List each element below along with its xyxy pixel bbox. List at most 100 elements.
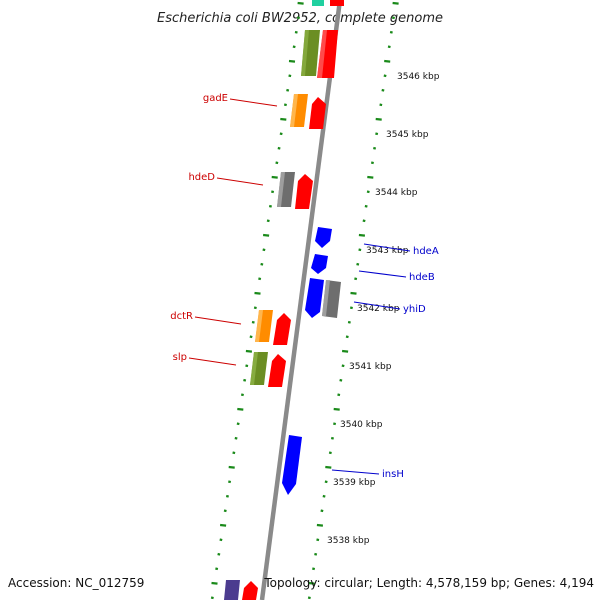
gene-label-hdeA: hdeA [413, 246, 439, 257]
tick-mark [364, 204, 368, 208]
gene-label-hdeD: hdeD [188, 172, 215, 183]
feature-yhiD-grey [322, 280, 341, 318]
tick-mark [362, 219, 366, 223]
tick-mark [367, 175, 374, 179]
tick-mark [271, 175, 278, 179]
scale-label-3543: 3543 kbp [366, 246, 409, 256]
tick-mark [245, 349, 253, 353]
tick-mark [375, 132, 379, 136]
tick-mark [389, 30, 393, 34]
tick-mark [243, 378, 247, 382]
tick-mark [341, 349, 349, 353]
feature-blocks [224, 0, 344, 600]
tick-mark [312, 567, 316, 571]
gene-label-gadE: gadE [203, 93, 228, 104]
gene-label-insH: insH [382, 469, 404, 480]
inner-tick-ring [210, 1, 304, 600]
hdeD-leader [216, 177, 264, 186]
tick-mark [358, 248, 362, 252]
tick-mark [280, 117, 287, 121]
tick-mark [379, 103, 383, 107]
tick-mark [219, 538, 223, 542]
feature-bottom-red-arrow [242, 581, 258, 600]
tick-mark [297, 1, 304, 5]
tick-mark [219, 523, 227, 527]
tick-mark [277, 146, 281, 150]
hdeB-leader [358, 270, 407, 278]
tick-mark [384, 59, 391, 63]
tick-mark [237, 407, 244, 411]
tick-mark [337, 393, 341, 397]
feature-hdeD-red-arrow [295, 174, 313, 209]
tick-mark [349, 306, 353, 310]
tick-mark [373, 146, 377, 150]
tick-mark [275, 161, 279, 165]
yhiD-leader [353, 301, 401, 310]
tick-mark [296, 16, 300, 20]
forward-gene-labels: gadE hdeD dctR slp [170, 93, 278, 366]
tick-mark [271, 190, 275, 194]
tick-mark [392, 1, 399, 5]
feature-dctR-orange [255, 310, 273, 342]
tick-mark [251, 320, 255, 324]
feature-yhiD-blue-arrow [305, 278, 324, 318]
tick-mark [316, 523, 324, 527]
scale-label-3545: 3545 kbp [386, 130, 429, 140]
tick-mark [288, 59, 296, 63]
feature-gadE-red-arrow [309, 97, 326, 129]
tick-mark [228, 465, 235, 469]
scale-label-3544: 3544 kbp [375, 188, 418, 198]
tick-mark [320, 509, 324, 513]
tick-mark [328, 451, 332, 455]
tick-mark [308, 581, 315, 585]
tick-mark [307, 596, 311, 600]
tick-mark [262, 233, 270, 237]
slp-leader [188, 357, 237, 366]
feature-olive-top [301, 30, 320, 76]
tick-mark [294, 30, 298, 34]
gene-label-hdeB: hdeB [409, 272, 435, 283]
tick-mark [356, 262, 360, 266]
tick-mark [354, 277, 358, 281]
tick-mark [383, 74, 387, 78]
tick-mark [240, 393, 244, 397]
tick-mark [358, 233, 366, 237]
outer-tick-ring [307, 1, 399, 600]
feature-red-top [317, 30, 338, 78]
map-title: Escherichia coli BW2952, complete genome [157, 11, 443, 26]
scale-label-3546: 3546 kbp [397, 72, 440, 82]
tick-mark [375, 117, 382, 121]
tick-mark [324, 480, 328, 484]
insH-leader [331, 469, 380, 475]
tick-mark [381, 88, 385, 92]
tick-mark [266, 219, 270, 223]
tick-mark [333, 407, 340, 411]
tick-mark [322, 494, 326, 498]
tick-mark [325, 465, 332, 469]
tick-mark [288, 74, 292, 78]
feature-hdeD-grey [277, 172, 295, 207]
tick-mark [262, 248, 266, 252]
tick-mark [232, 451, 236, 455]
tick-mark [279, 132, 283, 136]
topology-text: Topology: circular; Length: 4,578,159 bp… [263, 576, 594, 590]
tick-mark [258, 277, 262, 281]
tick-mark [316, 538, 320, 542]
scale-label-3539: 3539 kbp [333, 478, 376, 488]
feature-bottom-purple [224, 580, 240, 600]
tick-mark [225, 494, 229, 498]
hdeA-leader [363, 243, 411, 252]
scale-label-3538: 3538 kbp [327, 536, 370, 546]
feature-slp-red-arrow [268, 354, 286, 387]
tick-mark [283, 103, 287, 107]
tick-mark [254, 291, 261, 295]
accession-text: Accession: NC_012759 [8, 576, 144, 590]
feature-hdeA-blue-arrow [315, 227, 332, 248]
tick-mark [387, 45, 391, 49]
tick-mark [228, 480, 232, 484]
reverse-gene-labels: hdeA hdeB yhiD insH [331, 243, 439, 480]
tick-mark [333, 422, 337, 426]
tick-mark [347, 320, 351, 324]
tick-mark [253, 306, 257, 310]
